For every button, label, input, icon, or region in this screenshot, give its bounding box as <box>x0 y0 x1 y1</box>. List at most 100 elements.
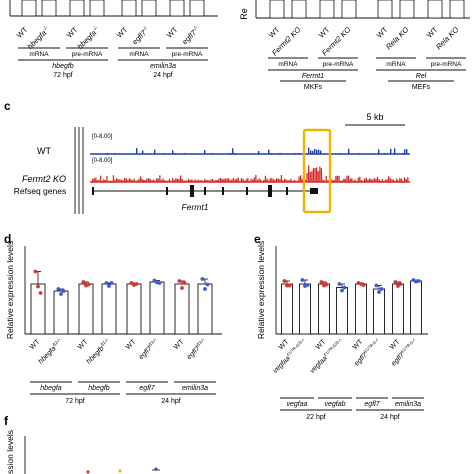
panel-a-label: hbegfa-/- <box>25 25 51 51</box>
coverage-bar <box>186 180 188 182</box>
coverage-bar <box>141 178 143 182</box>
panel-d: d Relative expression levels WT hbegfaΔ2… <box>4 232 222 405</box>
coverage-bar <box>228 153 230 154</box>
panel-b-sublabel: pre-mRNA <box>323 61 354 68</box>
coverage-bar <box>380 180 382 182</box>
data-point <box>38 291 43 295</box>
coverage-bar <box>316 149 318 154</box>
coverage-bar <box>322 179 324 182</box>
gene-label: vegfaa <box>286 401 307 408</box>
coverage-bar <box>133 178 135 182</box>
coverage-bar <box>191 179 193 182</box>
coverage-bar <box>244 180 246 182</box>
coverage-bar <box>394 180 396 182</box>
panel-a-label: WT <box>165 25 180 40</box>
coverage-bar <box>207 179 209 182</box>
coverage-bar <box>319 166 321 182</box>
coverage-bar <box>200 180 203 182</box>
coverage-bar <box>215 180 217 182</box>
coverage-bar <box>312 150 314 154</box>
coverage-bar <box>362 180 364 182</box>
coverage-bar <box>239 180 241 182</box>
panel-b-label: WT <box>317 25 332 40</box>
coverage-bar <box>138 178 140 182</box>
coverage-bar <box>370 178 372 182</box>
panel-a-label: hbegfa-/- <box>75 25 101 51</box>
coverage-bar <box>202 180 204 182</box>
gene-name: Fermt1 <box>182 202 209 212</box>
coverage-bar <box>135 180 137 182</box>
data-point <box>104 281 109 285</box>
coverage-bar <box>357 177 359 182</box>
coverage-bar <box>396 178 398 182</box>
coverage-bar <box>100 175 102 182</box>
panel-d-chart <box>30 269 213 335</box>
coverage-bar <box>316 167 318 182</box>
panel-a-sublabel: pre-mRNA <box>72 51 103 58</box>
panel-d-letter: d <box>4 232 11 246</box>
panel-a-label: WT <box>115 25 130 40</box>
data-point <box>152 278 157 283</box>
coverage-bar <box>183 180 185 182</box>
bar <box>336 287 348 335</box>
coverage-bar <box>304 179 307 182</box>
panel-a-label: egfl7-/- <box>180 25 201 46</box>
track-signal-wt <box>106 147 408 154</box>
coverage-bar <box>148 178 150 182</box>
data-point <box>319 280 324 284</box>
coverage-bar <box>375 179 377 182</box>
coverage-bar <box>268 180 270 182</box>
panel-b-cell: MKFs <box>304 84 323 91</box>
coverage-bar <box>256 179 259 182</box>
xtick-label: WT <box>173 338 186 351</box>
data-point <box>398 282 403 286</box>
highlight-box <box>302 128 332 214</box>
data-point <box>416 279 421 283</box>
coverage-bar <box>197 179 199 182</box>
data-point <box>182 281 187 285</box>
coverage-bar <box>406 149 408 154</box>
coverage-bar <box>333 180 335 182</box>
coverage-bar <box>295 180 297 182</box>
track-range-wt: [0-8.00] <box>92 134 113 140</box>
coverage-bar <box>226 178 228 182</box>
coverage-bar <box>175 178 177 182</box>
coverage-bar <box>320 150 322 154</box>
gene-label: emilin3a <box>182 385 208 392</box>
coverage-bar <box>296 180 299 182</box>
coverage-bar <box>392 179 395 182</box>
coverage-bar <box>277 178 279 182</box>
coverage-bar <box>338 175 340 182</box>
coverage-bar <box>260 179 262 182</box>
coverage-bar <box>280 153 282 154</box>
refseq-label: Refseq genes <box>14 186 66 196</box>
coverage-bar <box>149 178 151 182</box>
coverage-bar <box>154 180 156 182</box>
coverage-bar <box>220 178 222 182</box>
coverage-bar <box>252 179 254 182</box>
coverage-bar <box>279 179 281 182</box>
coverage-bar <box>172 150 174 154</box>
panel-e-chart <box>281 278 422 335</box>
coverage-bar <box>368 178 371 182</box>
panel-f-ylabel: ssion levels <box>5 430 15 474</box>
coverage-bar <box>271 178 273 182</box>
data-point <box>377 290 381 294</box>
track-range-ko: [0-8.00] <box>92 158 113 164</box>
coverage-bar <box>174 153 176 154</box>
gene-exons <box>92 185 318 197</box>
coverage-bar <box>378 149 380 154</box>
coverage-bar <box>172 178 174 182</box>
data-point <box>361 283 366 287</box>
coverage-bar <box>132 180 134 182</box>
coverage-bar <box>293 179 295 182</box>
panel-a-label: WT <box>65 25 80 40</box>
coverage-bar <box>404 177 406 182</box>
panel-a-gene: emilin3a <box>150 63 176 70</box>
panel-b-label: WT <box>375 25 390 40</box>
coverage-bar <box>376 176 379 182</box>
coverage-bar <box>372 179 374 182</box>
coverage-bar <box>294 153 296 154</box>
panel-b-gene: Rel <box>416 73 427 80</box>
